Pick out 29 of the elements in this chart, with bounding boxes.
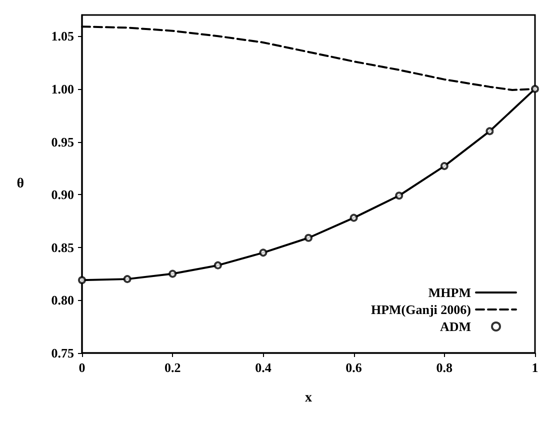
legend-label: MHPM [428,285,471,300]
y-tick-label: 1.00 [51,81,74,96]
x-tick-label: 1 [532,360,538,375]
x-tick-label: 0.8 [436,360,454,375]
point [78,276,86,284]
x-tick-label: 0.6 [346,360,362,375]
point [259,248,268,257]
point [395,192,404,200]
y-axis-title: θ [16,176,24,192]
y-tick-label: 1.05 [51,28,74,44]
x-axis-title: x [305,390,312,406]
point [123,275,132,284]
point [486,127,494,136]
y-tick-label: 0.90 [51,187,74,202]
point [168,270,177,278]
y-tick-label: 0.95 [51,134,74,150]
point [350,214,358,222]
y-tick-label: 0.85 [51,240,74,255]
point [531,84,539,93]
point [440,162,448,170]
x-tick-label: 0 [78,360,86,375]
legend-label: ADM [440,319,471,334]
point [304,234,312,242]
y-tick-label: 0.75 [51,346,74,360]
x-tick-label: 0.4 [255,360,272,375]
y-tick-label: 0.80 [51,292,74,308]
legend-label: HPM(Ganji 2006) [370,302,471,317]
x-tick-label: 0.2 [164,360,181,375]
point [214,261,222,270]
